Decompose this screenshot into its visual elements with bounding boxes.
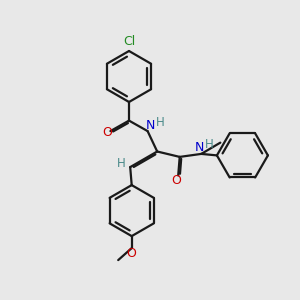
Text: O: O (171, 174, 181, 188)
Text: O: O (126, 247, 136, 260)
Text: H: H (205, 138, 214, 152)
Text: H: H (156, 116, 165, 129)
Text: N: N (146, 119, 155, 132)
Text: O: O (103, 126, 112, 139)
Text: N: N (195, 141, 205, 154)
Text: H: H (117, 157, 126, 170)
Text: Cl: Cl (123, 35, 135, 49)
